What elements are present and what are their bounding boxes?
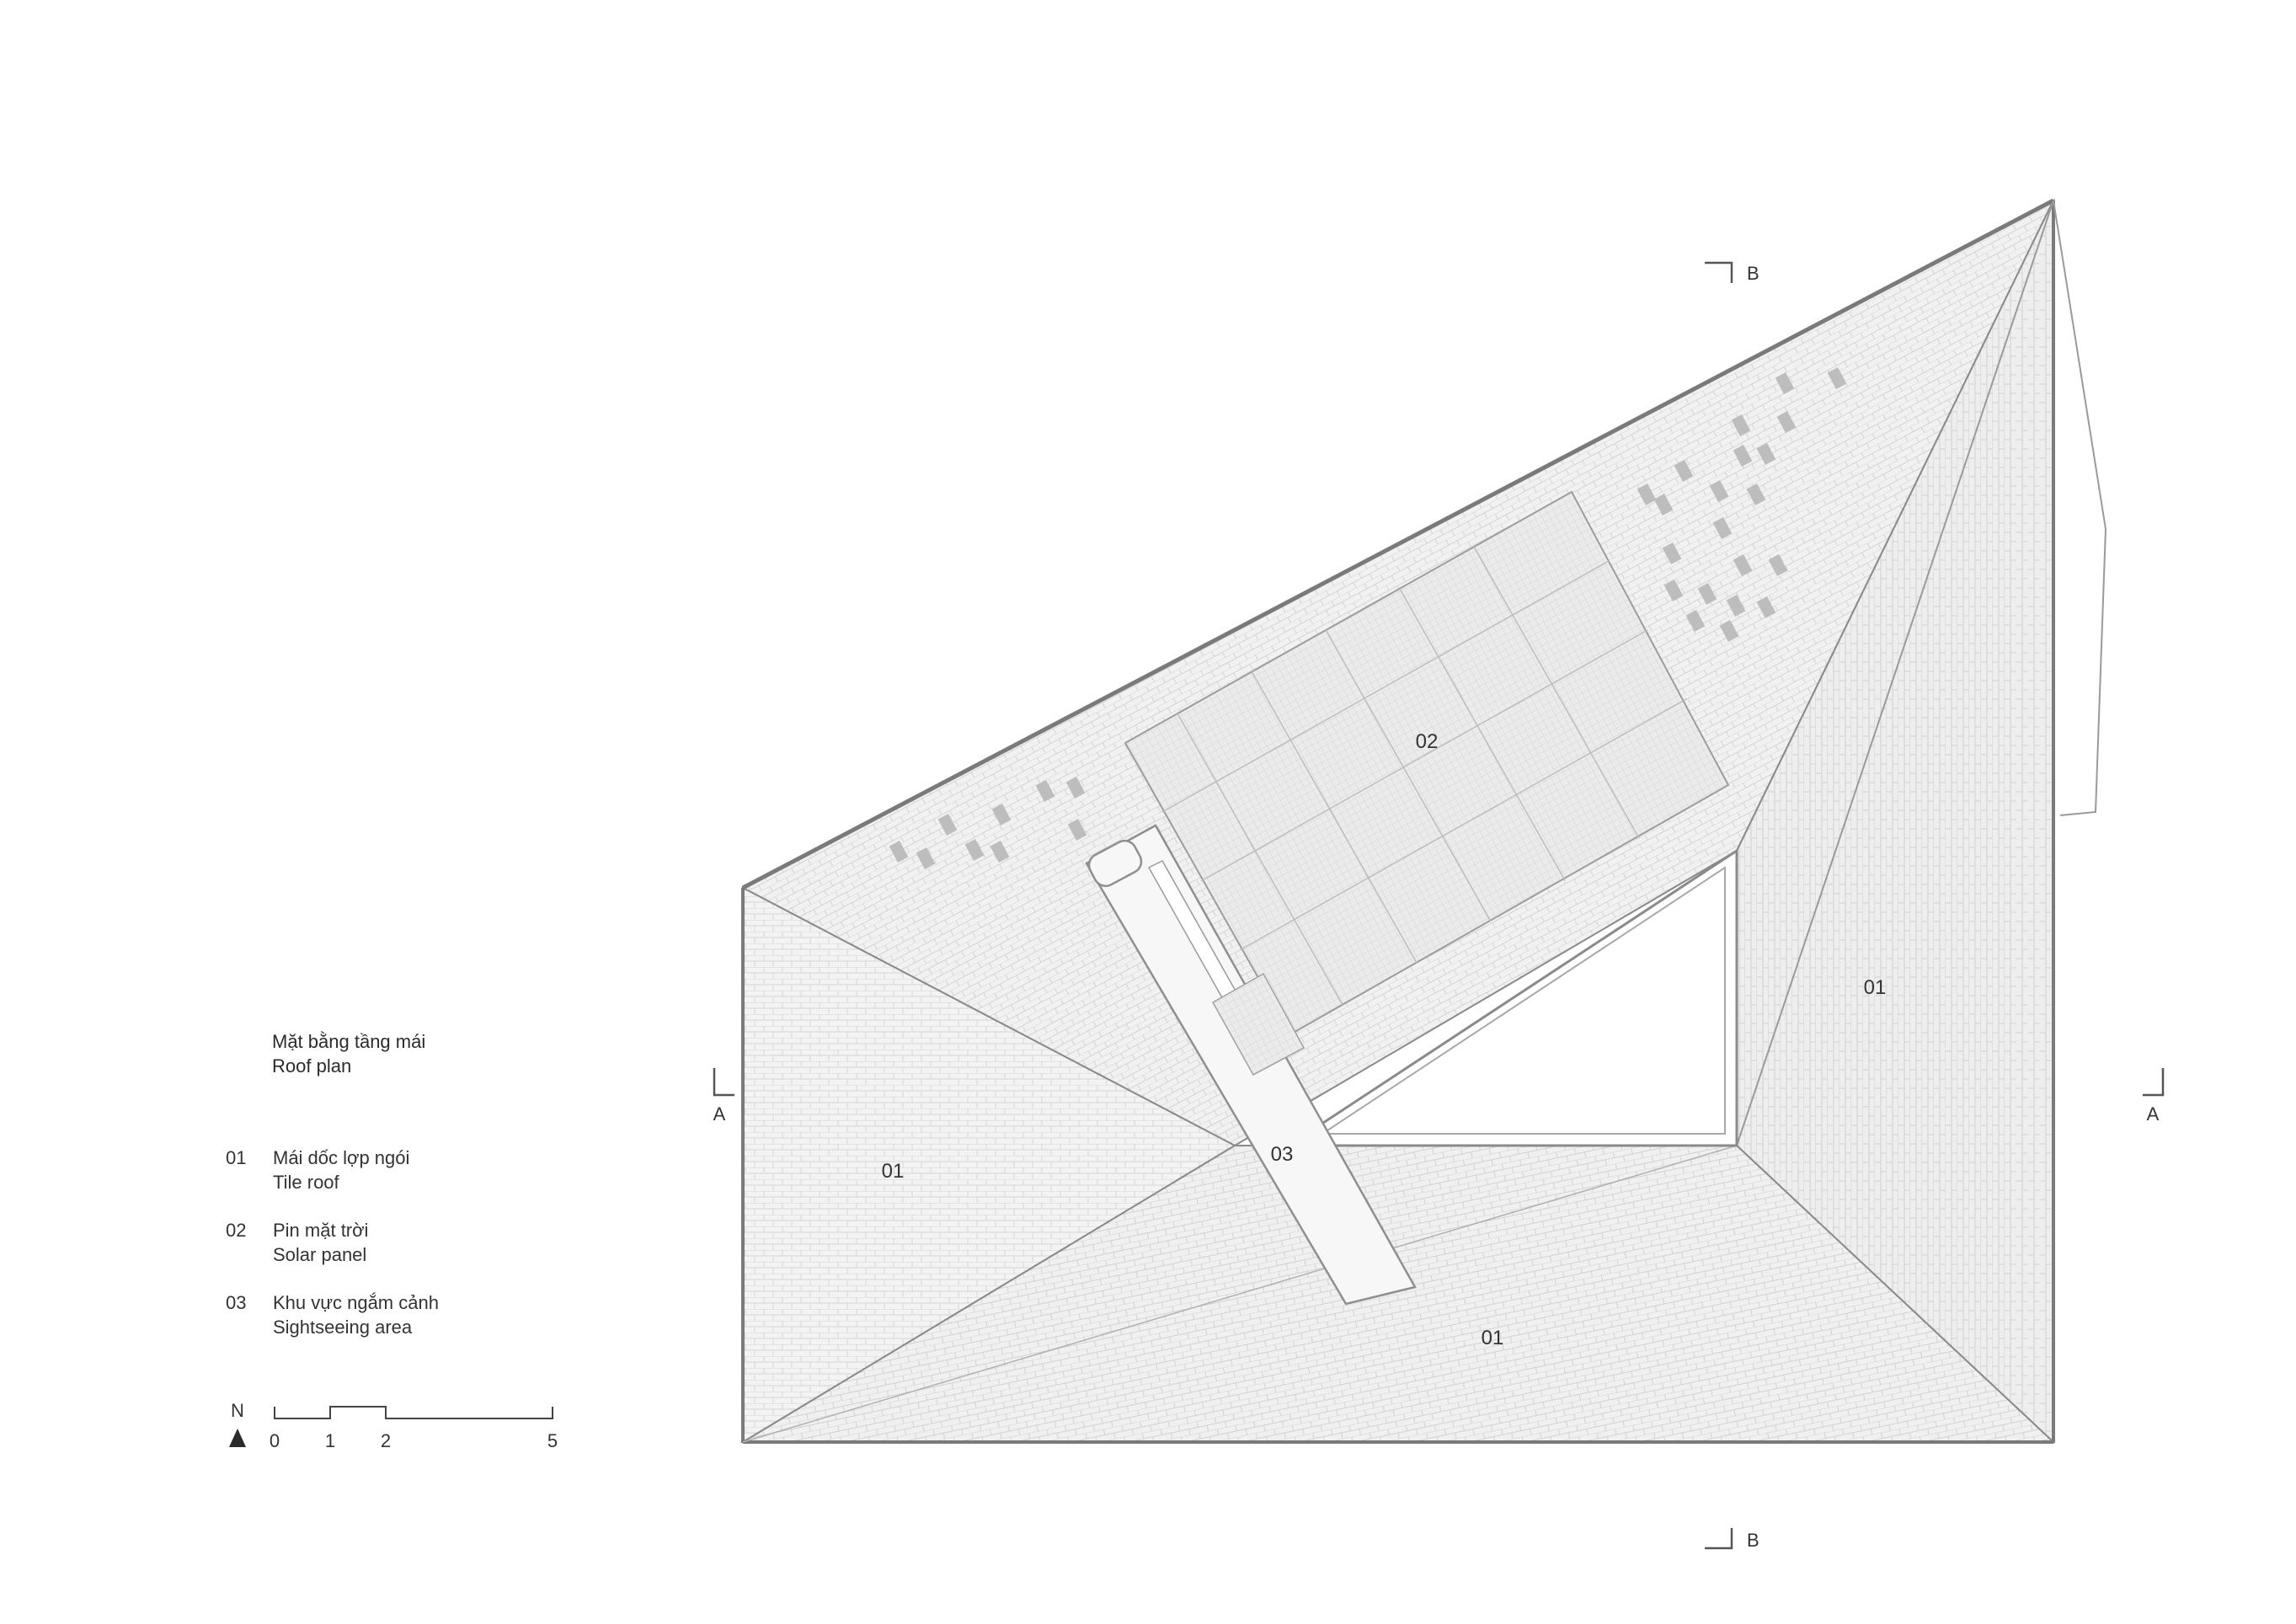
label-solar: 02 [1416,730,1439,753]
north-label: N [231,1400,244,1421]
legend-num: 03 [226,1292,247,1313]
hip-line [1736,200,2054,1146]
legend-num: 01 [226,1147,247,1168]
section-label-b-top: B [1747,263,1759,284]
scale-tick-1: 1 [325,1430,335,1451]
ridge-edge [741,198,2055,890]
skylight-blocks [889,367,1847,869]
scale-bar [274,1406,553,1419]
drawing-title: Mặt bằng tầng mái Roof plan [272,1029,425,1078]
solar-panel-array [1124,490,1730,1036]
courtyard-void [1284,848,1738,1147]
section-mark-b-bottom [1705,1528,1733,1550]
section-marks [713,261,2165,1550]
hip-line [742,1145,1738,1443]
sightseeing-walkway [1085,824,1417,1306]
adjacent-wall-line [2053,200,2107,816]
north-arrow-icon [229,1429,246,1447]
legend-label-vi: Mái dốc lợp ngói [273,1147,410,1168]
courtyard-inner-edge [1319,866,1726,1135]
section-label-b-bottom: B [1747,1530,1759,1551]
north-arrow: N [229,1400,246,1447]
legend-label-vi: Khu vực ngắm cảnh [273,1292,439,1313]
legend-label-vi: Pin mặt trời [273,1220,369,1241]
walkway-stair [1211,972,1306,1076]
label-roof-south: 01 [1482,1327,1504,1349]
label-roof-east: 01 [1864,976,1887,999]
walkway-end [1087,839,1143,888]
solar-panel [1124,490,1730,1036]
label-roof-west: 01 [882,1160,905,1183]
label-sightseeing: 03 [1271,1143,1294,1166]
legend-label-en: Solar panel [273,1244,367,1265]
legend-num: 02 [226,1220,247,1241]
scale-tick-2: 2 [381,1430,391,1451]
section-mark-a-right [2143,1068,2165,1097]
scale-tick-0: 0 [270,1430,280,1451]
title-vi: Mặt bằng tầng mái [272,1031,426,1052]
section-label-a-right: A [2147,1103,2160,1125]
section-mark-b-top [1705,261,1733,283]
legend-label-en: Sightseeing area [273,1317,413,1338]
section-mark-a-left [713,1068,734,1097]
title-en: Roof plan [272,1055,352,1076]
scale-tick-5: 5 [547,1430,558,1451]
section-label-a-left: A [713,1103,726,1125]
legend-label-en: Tile roof [273,1172,339,1193]
